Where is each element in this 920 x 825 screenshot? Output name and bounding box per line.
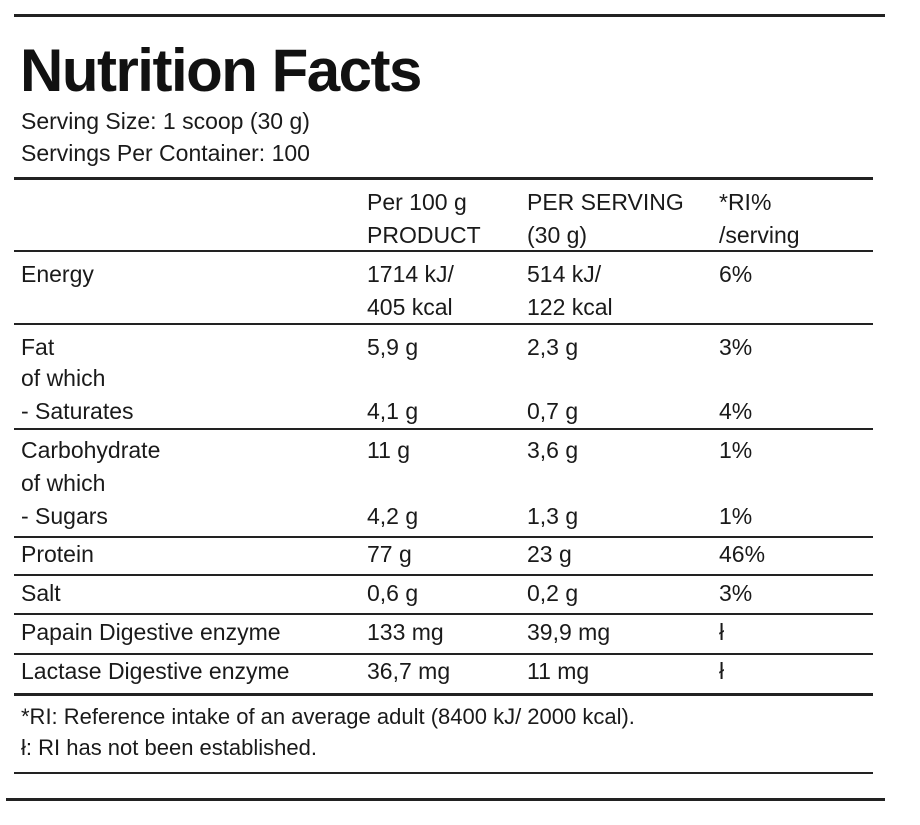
col-header-ri: *RI% /serving (719, 186, 800, 252)
row-papain-ri: ł (719, 619, 725, 645)
row-divider (14, 428, 873, 430)
row-protein-ri: 46% (719, 541, 766, 567)
footnote-ri: *RI: Reference intake of an average adul… (21, 704, 635, 729)
col-header-per-serving: PER SERVING (30 g) (527, 186, 684, 252)
row-divider (14, 250, 873, 252)
row-saturates-serving: 0,7 g (527, 398, 579, 424)
label-title: Nutrition Facts (20, 37, 422, 104)
row-divider (14, 653, 873, 655)
row-divider (14, 574, 873, 576)
row-salt-label: Salt (21, 580, 61, 606)
row-lactase-ri: ł (719, 658, 725, 684)
row-lactase-serving: 11 mg (527, 658, 590, 684)
row-carbohydrate-serving: 3,6 g (527, 437, 579, 463)
row-salt-serving: 0,2 g (527, 580, 579, 606)
row-carbohydrate-of-which: of which (21, 470, 106, 496)
row-salt-per100: 0,6 g (367, 580, 419, 606)
row-sugars-per100: 4,2 g (367, 503, 419, 529)
row-papain-per100: 133 mg (367, 619, 444, 645)
row-energy-per100-kcal: 405 kcal (367, 294, 453, 320)
row-fat-per100: 5,9 g (367, 334, 419, 360)
footnote-not-established: ł: RI has not been established. (21, 735, 317, 760)
row-salt-ri: 3% (719, 580, 753, 606)
row-papain-serving: 39,9 mg (527, 619, 611, 645)
serving-size: Serving Size: 1 scoop (30 g) (21, 108, 310, 134)
row-protein-serving: 23 g (527, 541, 572, 567)
col-header-per-serving-line1: PER SERVING (527, 189, 684, 215)
row-saturates-ri: 4% (719, 398, 753, 424)
header-divider (14, 177, 873, 180)
col-header-per100-line1: Per 100 g (367, 189, 467, 215)
row-divider (14, 613, 873, 615)
row-carbohydrate-ri: 1% (719, 437, 753, 463)
row-energy-per100-kj: 1714 kJ/ (367, 261, 454, 287)
row-energy-ri: 6% (719, 261, 753, 287)
row-fat-of-which: of which (21, 365, 106, 391)
row-fat-label: Fat (21, 334, 55, 360)
row-carbohydrate-per100: 11 g (367, 437, 411, 463)
row-divider (14, 536, 873, 538)
row-energy-serving-kj: 514 kJ/ (527, 261, 602, 287)
row-protein-per100: 77 g (367, 541, 412, 567)
row-sugars-serving: 1,3 g (527, 503, 579, 529)
row-protein-label: Protein (21, 541, 94, 567)
row-lactase-per100: 36,7 mg (367, 658, 451, 684)
table-bottom-divider (14, 693, 873, 696)
row-fat-serving: 2,3 g (527, 334, 579, 360)
row-carbohydrate-label: Carbohydrate (21, 437, 161, 463)
row-saturates-per100: 4,1 g (367, 398, 419, 424)
row-energy-serving-kcal: 122 kcal (527, 294, 613, 320)
bottom-border (6, 798, 885, 801)
row-lactase-label: Lactase Digestive enzyme (21, 658, 290, 684)
col-header-per100-line2: PRODUCT (367, 222, 481, 248)
col-header-ri-line2: /serving (719, 222, 800, 248)
row-sugars-ri: 1% (719, 503, 753, 529)
row-sugars-label: - Sugars (21, 503, 108, 529)
top-border (14, 14, 885, 17)
row-papain-label: Papain Digestive enzyme (21, 619, 281, 645)
col-header-per100: Per 100 g PRODUCT (367, 186, 481, 252)
row-energy-per100: 1714 kJ/ 405 kcal (367, 258, 454, 324)
row-saturates-label: - Saturates (21, 398, 134, 424)
row-fat-ri: 3% (719, 334, 753, 360)
footnote-divider (14, 772, 873, 774)
col-header-per-serving-line2: (30 g) (527, 222, 588, 248)
row-divider (14, 323, 873, 325)
servings-per-container: Servings Per Container: 100 (21, 140, 310, 166)
row-energy-label: Energy (21, 261, 94, 287)
row-energy-serving: 514 kJ/ 122 kcal (527, 258, 613, 324)
col-header-ri-line1: *RI% (719, 189, 772, 215)
